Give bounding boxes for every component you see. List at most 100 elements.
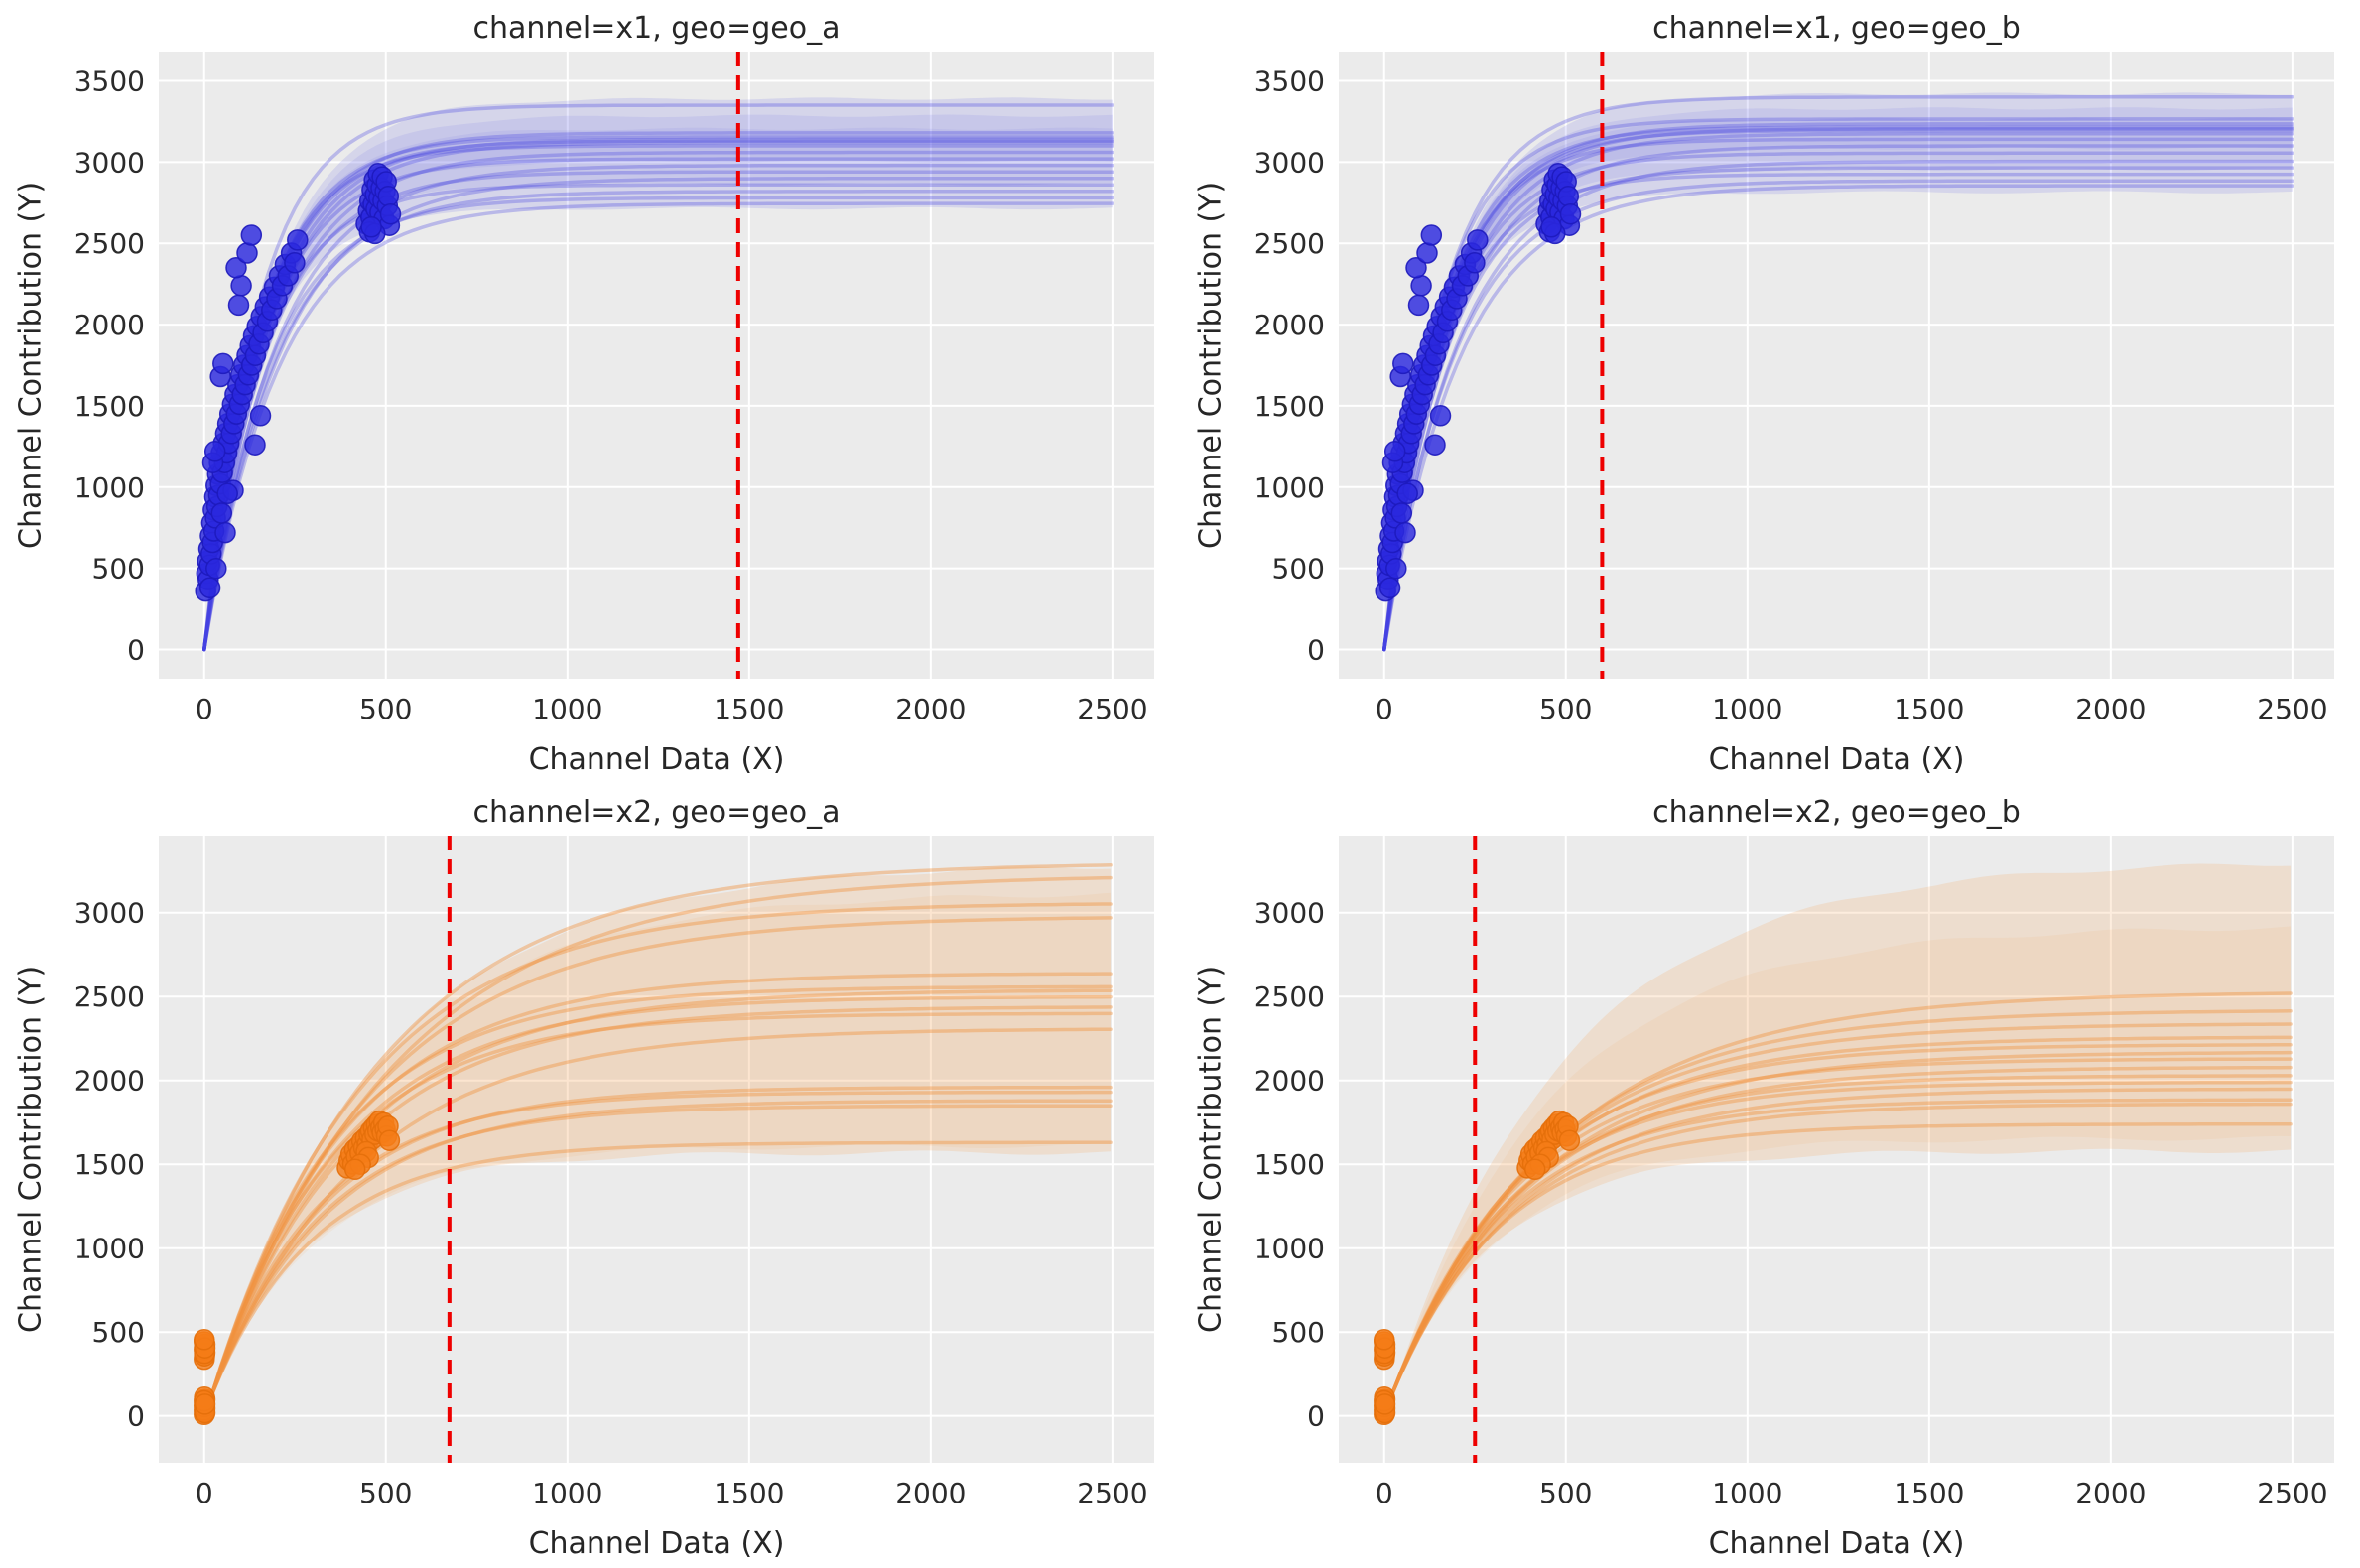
scatter-point [1410, 275, 1432, 297]
subplot-title: channel=x1, geo=geo_a [472, 11, 841, 46]
y-tick-label: 1500 [74, 1148, 145, 1181]
subplot-title: channel=x1, geo=geo_b [1652, 11, 2021, 46]
scatter-point [230, 275, 252, 297]
posterior-curve [1382, 131, 2294, 652]
plot-canvas: 0 500 1000 1500 2000 2500 0 500 1000 1500 2000 2500… [74, 52, 1154, 725]
y-tick-label: 1500 [1254, 390, 1325, 423]
posterior-curve [1382, 144, 2294, 652]
axes-background [159, 836, 1154, 1463]
scatter-point [1467, 229, 1489, 251]
y-tick-label: 3000 [74, 897, 145, 930]
posterior-curve [202, 140, 1114, 652]
y-tick-label: 3500 [1254, 65, 1325, 97]
scatter-point [1407, 294, 1430, 317]
scatter-point [244, 434, 266, 456]
scatter-point [212, 352, 234, 375]
y-tick-label: 500 [1272, 553, 1325, 586]
scatter-point [1383, 441, 1406, 462]
x-tick-label: 2000 [895, 1477, 966, 1509]
posterior-curve [209, 875, 1113, 1398]
scatter-point [1416, 242, 1438, 264]
posterior-curve [202, 201, 1114, 652]
x-tick-label: 1000 [532, 693, 602, 725]
scatter-point [1394, 521, 1416, 544]
subplot-title: channel=x2, geo=geo_a [472, 795, 841, 830]
y-tick-label: 1500 [74, 390, 145, 423]
posterior-curve [202, 103, 1114, 652]
subplot-title: channel=x2, geo=geo_b [1652, 795, 2021, 830]
posterior-curve [1382, 95, 2294, 652]
x-tick-label: 2500 [1077, 693, 1147, 725]
y-tick-label: 2000 [1254, 309, 1325, 341]
posterior-curve [209, 863, 1113, 1398]
scatter-point [1378, 577, 1401, 599]
y-tick-label: 0 [1307, 1400, 1325, 1433]
y-tick-label: 3000 [74, 146, 145, 179]
x-axis-label: Channel Data (X) [528, 742, 785, 777]
scatter-point [1464, 252, 1486, 274]
y-tick-label: 0 [127, 634, 145, 667]
scatter-point [1396, 482, 1418, 505]
scatter-point [1559, 202, 1582, 225]
scatter-point [1558, 1129, 1581, 1151]
y-tick-label: 2500 [1254, 980, 1325, 1013]
scatter-point [198, 577, 221, 599]
x-tick-label: 1500 [1894, 693, 1964, 725]
scatter-point [377, 185, 400, 207]
scatter-point [249, 405, 272, 427]
y-tick-label: 1000 [1254, 1233, 1325, 1265]
x-tick-label: 1500 [714, 1477, 784, 1509]
scatter-point [343, 1158, 366, 1181]
posterior-curve [202, 150, 1114, 652]
posterior-curve [209, 1140, 1113, 1398]
y-tick-label: 2000 [74, 309, 145, 341]
posterior-curve [1382, 184, 2294, 652]
posterior-curve [209, 984, 1113, 1398]
confidence-band [1383, 107, 2293, 650]
confidence-band [1383, 92, 2293, 650]
posterior-curve [1389, 1098, 2293, 1398]
y-tick-label: 1000 [74, 471, 145, 504]
posterior-curve [209, 1099, 1113, 1398]
posterior-curve [202, 196, 1114, 652]
scatter-point [1385, 557, 1407, 580]
y-tick-label: 2000 [74, 1065, 145, 1098]
posterior-curve [1382, 159, 2294, 652]
x-axis-label: Channel Data (X) [1708, 1526, 1965, 1561]
scatter-point [194, 1329, 215, 1351]
posterior-curve [202, 157, 1114, 652]
x-tick-label: 1500 [714, 693, 784, 725]
y-tick-label: 1500 [1254, 1148, 1325, 1181]
subplot-channel-x1-geo-a: channel=x1, geo=geo_a Channel Contributi… [0, 0, 1180, 784]
x-tick-label: 2500 [2257, 693, 2327, 725]
scatter-point [1374, 1393, 1396, 1415]
scatter-point [1392, 352, 1414, 375]
posterior-curve [209, 902, 1113, 1398]
scatter-point [216, 482, 238, 505]
posterior-curve [1389, 1121, 2293, 1398]
y-tick-label: 0 [127, 1400, 145, 1433]
plot-content [195, 52, 1114, 679]
posterior-curve [209, 994, 1113, 1398]
subplot-channel-x1-geo-b: channel=x1, geo=geo_b Channel Contributi… [1180, 0, 2360, 784]
scatter-point [1374, 1329, 1395, 1351]
plot-canvas: 0 500 1000 1500 2000 2500 0 500 1000 1500 2000 2500… [1254, 52, 2334, 725]
scatter-point [1405, 257, 1427, 279]
scatter-point [210, 502, 233, 524]
plot-content [1375, 52, 2294, 679]
posterior-curve [202, 183, 1114, 652]
x-tick-label: 500 [1539, 693, 1592, 725]
confidence-band [203, 114, 1113, 650]
posterior-curve [1389, 1087, 2293, 1398]
x-axis-label: Channel Data (X) [1708, 742, 1965, 777]
posterior-curve [202, 131, 1114, 652]
scatter-point [287, 229, 309, 251]
axes-background [1339, 836, 2334, 1463]
posterior-curve [202, 135, 1114, 652]
y-tick-label: 2500 [74, 227, 145, 260]
x-tick-label: 0 [1376, 693, 1393, 725]
x-tick-label: 0 [196, 1477, 213, 1509]
posterior-curve [1389, 1102, 2293, 1398]
y-tick-label: 500 [1272, 1316, 1325, 1349]
